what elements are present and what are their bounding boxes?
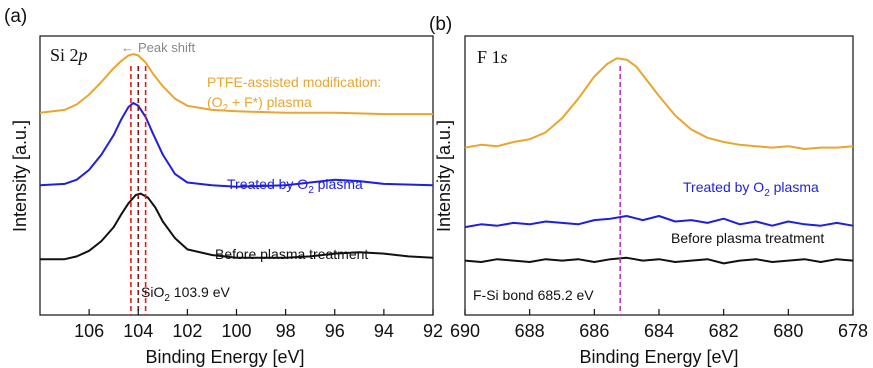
x-ticks-a: 106 104 102 100 98 96 94 92 <box>74 309 443 341</box>
orbital-title-b: F 1s <box>477 47 508 67</box>
before-label-a: Before plasma treatment <box>215 246 368 262</box>
series-line-a-1 <box>39 53 433 116</box>
panel-b: (b) 690 688 686 684 682 680 678 F 1s Treated b… <box>429 14 868 367</box>
x-tick-label: 98 <box>276 321 296 341</box>
peak-shift-annotation: ← Peak shift <box>121 40 195 55</box>
series-line-b-3 <box>464 256 854 265</box>
plot-frame-b <box>464 35 854 316</box>
series-line-b-1 <box>464 57 854 150</box>
panel-label-b: (b) <box>429 14 452 35</box>
series-group-a <box>39 53 434 261</box>
panel-a: (a) 106 104 102 100 98 96 94 92 Si 2p ← Peak shi… <box>4 6 443 367</box>
x-tick-label: 678 <box>838 321 868 341</box>
reference-lines-a <box>130 66 147 315</box>
series-line-b-2 <box>464 215 854 229</box>
x-tick-label: 102 <box>172 321 202 341</box>
panel-label-a: (a) <box>4 6 27 27</box>
x-tick-label: 100 <box>221 321 251 341</box>
ptfe-label-line2: (O2 + F*) plasma <box>207 94 312 114</box>
x-tick-label: 92 <box>423 321 443 341</box>
x-tick-label: 680 <box>773 321 803 341</box>
o2-label-b: Treated by O2 plasma <box>683 179 819 199</box>
o2-label-a: Treated by O2 plasma <box>227 176 363 196</box>
x-tick-label: 690 <box>450 321 480 341</box>
series-group-b <box>464 57 854 265</box>
y-axis-label-b: Intensity [a.u.] <box>434 120 454 232</box>
x-tick-label: 684 <box>644 321 674 341</box>
fsi-annotation: F-Si bond 685.2 eV <box>473 287 594 303</box>
x-tick-label: 106 <box>74 321 104 341</box>
x-tick-label: 94 <box>374 321 394 341</box>
x-tick-label: 682 <box>709 321 739 341</box>
left-arrow-icon: ← <box>121 40 134 55</box>
before-label-b: Before plasma treatment <box>671 230 824 246</box>
x-tick-label: 686 <box>579 321 609 341</box>
x-ticks-b: 690 688 686 684 682 680 678 <box>450 309 868 341</box>
series-line-a-2 <box>39 102 434 188</box>
x-tick-label: 688 <box>515 321 545 341</box>
sio2-annotation: SiO2 103.9 eV <box>141 284 231 304</box>
ptfe-label-line1: PTFE-assisted modification: <box>207 74 381 90</box>
x-tick-label: 104 <box>123 321 153 341</box>
x-axis-label-a: Binding Energy [eV] <box>145 347 304 367</box>
series-line-a-3 <box>40 192 434 261</box>
y-axis-label-a: Intensity [a.u.] <box>10 120 30 232</box>
x-axis-label-b: Binding Energy [eV] <box>579 347 738 367</box>
orbital-title-a: Si 2p <box>50 45 88 65</box>
x-tick-label: 96 <box>325 321 345 341</box>
